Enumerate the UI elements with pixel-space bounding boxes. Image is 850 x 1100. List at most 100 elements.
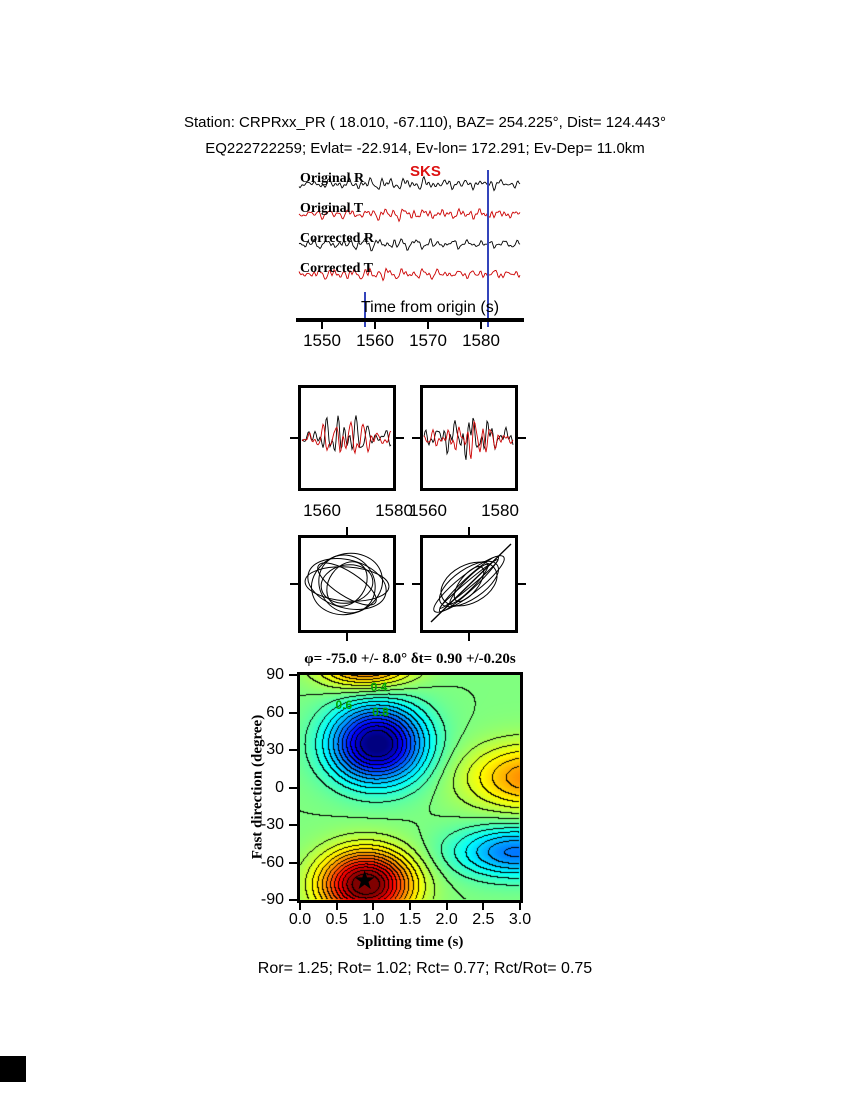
contour-ytick-label: 90 [266, 666, 284, 683]
axis-tick [346, 633, 348, 641]
hodogram-linear-motion [430, 543, 512, 623]
hodogram-original [304, 552, 390, 616]
time-axis [296, 318, 524, 322]
hodogram-ellipse [433, 555, 505, 613]
contour-xlabel: Splitting time (s) [356, 934, 464, 950]
hodogram-ellipse [317, 562, 377, 606]
contour-ytick-label: -60 [260, 853, 284, 871]
contour-xtick [519, 903, 521, 910]
time-axis-tick [480, 322, 482, 329]
contour-xtick [409, 903, 411, 910]
time-axis-label: Time from origin (s) [360, 299, 500, 316]
contour-inline-label: 0.6 [335, 698, 353, 713]
event-header: EQ222722259; Evlat= -22.914, Ev-lon= 172… [205, 140, 645, 157]
hodogram-ellipse [440, 561, 498, 607]
hodogram-corrected [430, 543, 512, 623]
axis-tick [412, 437, 420, 439]
contour-title: φ= -75.0 +/- 8.0° δt= 0.90 +/-0.20s [304, 651, 516, 667]
particle-motion-original-panel [298, 535, 396, 633]
time-tick-label: 1560 [356, 331, 394, 350]
trace-label: Corrected R [300, 231, 374, 246]
zoom-tick-label: 1580 [375, 501, 413, 520]
zoom-tick-label: 1560 [303, 501, 341, 520]
contour-xtick [482, 903, 485, 910]
zoom-trace-r [423, 417, 514, 460]
zoom-window-right-panel [420, 385, 518, 491]
hodogram-ellipse [307, 558, 387, 610]
hodogram-ellipse [311, 552, 383, 616]
time-axis-tick [374, 322, 376, 329]
time-tick-label: 1550 [303, 331, 341, 350]
hodogram-ellipse [304, 566, 390, 602]
hodogram-ellipse [326, 561, 368, 607]
contour-xtick-label: 0.5 [325, 911, 348, 928]
axis-tick [518, 437, 526, 439]
time-tick-label: 1580 [462, 331, 500, 350]
contour-inline-label: 0.4 [370, 679, 388, 694]
contour-xtick-label: 0.0 [288, 911, 312, 928]
station-header: Station: CRPRxx_PR ( 18.010, -67.110), B… [184, 114, 666, 131]
zoom-right-waveforms [423, 417, 514, 460]
best-solution-star: ★ [353, 865, 377, 896]
contour-ytick [289, 899, 297, 901]
seismogram-trace [298, 237, 521, 252]
contour-ytick-label: -30 [260, 816, 284, 833]
contour-xtick [335, 903, 338, 910]
time-tick-label: 1570 [409, 331, 447, 350]
misfit-contour-canvas [300, 675, 520, 900]
time-axis-tick [321, 322, 323, 329]
hodogram-ellipse [453, 566, 485, 602]
phase-label-sks: SKS [410, 163, 441, 180]
trace-label: Original T [300, 201, 364, 216]
seismogram-trace [298, 267, 521, 282]
misfit-contour-plot [297, 672, 523, 903]
axis-tick [396, 583, 404, 585]
contour-xtick-label: 2.5 [472, 911, 495, 928]
zoom-tick-label: 1560 [409, 501, 447, 520]
contour-ytick [289, 824, 297, 826]
contour-xtick [445, 903, 448, 910]
axis-tick [290, 437, 298, 439]
stats-footer: Ror= 1.25; Rot= 1.02; Rct= 0.77; Rct/Rot… [257, 960, 593, 977]
contour-ytick-label: 30 [266, 741, 284, 758]
contour-xtick-label: 3.0 [508, 911, 532, 928]
axis-tick [290, 583, 298, 585]
contour-xtick [372, 903, 375, 910]
contour-ytick [289, 786, 297, 789]
contour-xtick-label: 2.0 [435, 911, 458, 928]
axis-tick [468, 633, 470, 641]
hodogram-ellipse [318, 554, 376, 614]
contour-xtick-label: 1.5 [398, 911, 422, 928]
axis-tick [346, 527, 348, 535]
axis-tick [468, 527, 470, 535]
contour-ytick-label: 60 [266, 703, 284, 721]
axis-tick [518, 583, 526, 585]
particle-motion-corrected-panel [420, 535, 518, 633]
window-marker-end [487, 170, 490, 327]
contour-ytick [289, 861, 297, 864]
hodogram-ellipse [439, 558, 499, 610]
zoom-tick-label: 1580 [481, 501, 519, 520]
seismogram-trace [298, 175, 521, 192]
trace-label: Original R [300, 171, 365, 186]
window-marker-start [364, 292, 367, 327]
contour-ytick-label: -90 [260, 891, 284, 908]
axis-tick [412, 583, 420, 585]
gmt-logo-block [0, 1056, 26, 1082]
contour-ytick [289, 749, 297, 751]
time-axis-tick [427, 322, 429, 329]
seismogram-traces [298, 175, 521, 282]
seismogram-trace [298, 207, 521, 223]
trace-label: Corrected T [300, 261, 373, 276]
hodogram-ellipse [439, 560, 499, 608]
contour-ytick-label: 0 [275, 778, 284, 796]
hodogram-ellipse [320, 564, 374, 604]
contour-ytick [289, 711, 297, 714]
contour-xtick-label: 1.0 [362, 911, 385, 928]
zoom-trace-r [301, 415, 392, 453]
contour-xtick [299, 903, 301, 910]
zoom-left-waveforms [301, 415, 392, 455]
zoom-trace-t [423, 420, 514, 459]
zoom-window-left-panel [298, 385, 396, 491]
axis-tick [396, 437, 404, 439]
